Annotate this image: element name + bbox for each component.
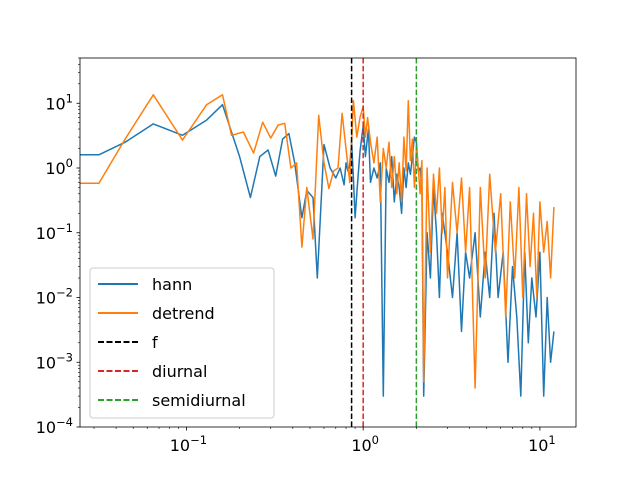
- legend-label-f: f: [152, 333, 158, 352]
- x-tick-label: 101: [528, 433, 556, 455]
- x-tick-label: 10−1: [170, 433, 207, 455]
- legend-label-diurnal: diurnal: [152, 362, 207, 381]
- reference-lines: [350, 58, 418, 427]
- legend-label-hann: hann: [152, 275, 192, 294]
- y-tick-label: 10−2: [36, 286, 73, 308]
- y-tick-label: 10−4: [36, 415, 73, 437]
- legend-box: [89, 267, 275, 419]
- series-line-detrend: [80, 94, 555, 389]
- x-tick-label: 100: [351, 433, 379, 455]
- y-axis: 101 100 10−1 10−2 10−3 10−4: [36, 57, 80, 437]
- legend-label-detrend: detrend: [152, 304, 215, 323]
- y-tick-label: 100: [45, 156, 73, 178]
- plot-lines: [80, 94, 555, 397]
- y-tick-label: 101: [45, 91, 73, 113]
- legend: hann detrend f diurnal semidiurnal: [89, 267, 275, 419]
- x-axis: 10−1 100 101: [93, 427, 556, 455]
- y-tick-label: 10−1: [36, 221, 73, 243]
- legend-label-semidiurnal: semidiurnal: [152, 391, 246, 410]
- y-tick-label: 10−3: [36, 350, 73, 372]
